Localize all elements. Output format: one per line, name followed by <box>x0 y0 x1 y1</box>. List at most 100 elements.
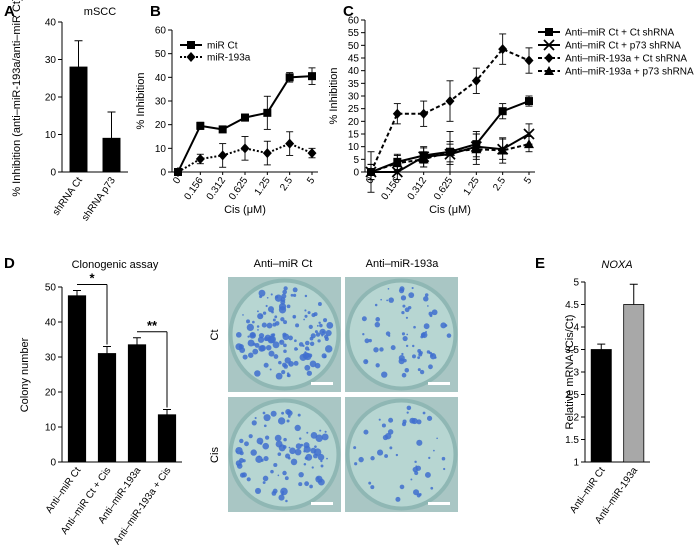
legend-label-C: Anti–miR Ct + Ct shRNA <box>565 28 675 39</box>
colony <box>305 453 313 461</box>
panel-letter-e: E <box>535 255 545 272</box>
bar-D-3 <box>157 414 177 463</box>
colony <box>294 424 301 432</box>
colony <box>303 442 310 449</box>
colony <box>278 494 285 501</box>
colony <box>395 453 399 457</box>
y-tick-label-C: 40 <box>348 66 360 77</box>
colony <box>416 439 423 446</box>
colony <box>278 360 282 365</box>
colony <box>251 420 257 426</box>
point-B-1 <box>307 148 317 159</box>
colony <box>283 286 288 291</box>
point-C-3 <box>392 158 403 168</box>
colony <box>304 294 308 298</box>
petri-dish <box>232 402 337 507</box>
bar-D-1 <box>97 353 117 463</box>
x-tick-label-C: 0.156 <box>379 175 403 202</box>
colony <box>430 486 434 490</box>
x-tick-label-B: 5 <box>305 175 317 186</box>
colony <box>290 458 298 466</box>
colony <box>311 466 314 469</box>
colony <box>263 336 269 342</box>
colony <box>412 354 416 359</box>
colony <box>263 414 271 422</box>
colony <box>239 472 246 478</box>
colony <box>326 321 334 329</box>
colony <box>404 307 410 313</box>
colony <box>412 466 418 473</box>
colony <box>236 463 243 469</box>
y-tick-label-C: 10 <box>348 142 360 153</box>
colony <box>317 453 325 461</box>
colony <box>441 456 446 461</box>
colony <box>313 453 318 459</box>
x-tick-label-C: 1.25 <box>462 175 482 198</box>
y-tick-label-B: 50 <box>155 49 167 60</box>
colony <box>422 411 426 415</box>
colony <box>239 347 246 354</box>
colony <box>402 304 406 308</box>
significance-label: ** <box>147 318 158 333</box>
colony <box>306 370 312 376</box>
colony <box>290 293 294 297</box>
y-tick-label-A: 40 <box>45 18 57 29</box>
colony <box>260 458 264 462</box>
bar-D-2 <box>127 344 147 463</box>
colony <box>321 433 329 441</box>
bar-D-0 <box>67 295 87 463</box>
colony <box>388 297 394 303</box>
colony <box>416 419 422 425</box>
colony <box>411 286 414 290</box>
legend-marker-C <box>544 66 554 75</box>
colony <box>283 437 287 442</box>
colony <box>263 455 269 462</box>
y-tick-label-C: 60 <box>348 16 360 27</box>
colony <box>368 481 372 485</box>
colony <box>248 434 253 439</box>
y-tick-label-D: 40 <box>45 318 57 329</box>
bar-E-0 <box>590 349 612 463</box>
colony <box>317 339 321 343</box>
legend-label-C: Anti–miR-193a + Ct shRNA <box>565 54 687 65</box>
colony <box>444 324 448 327</box>
chart-title-d: Clonogenic assay <box>72 259 159 271</box>
y-axis-label-d: Colony number <box>19 337 31 412</box>
colony <box>280 487 288 496</box>
colony <box>242 354 248 360</box>
x-tick-label-B: 1.25 <box>253 175 273 198</box>
colony <box>284 357 291 364</box>
colony <box>273 354 279 359</box>
colony <box>282 362 287 368</box>
colony <box>446 333 452 338</box>
y-tick-label-E: 4 <box>573 323 579 334</box>
colony <box>406 333 409 336</box>
colony <box>254 370 261 377</box>
colony <box>273 462 278 468</box>
chart-title-e: NOXA <box>601 259 632 271</box>
colony <box>386 299 389 302</box>
colony <box>370 485 375 490</box>
colony <box>390 345 396 351</box>
colony <box>431 309 438 316</box>
colony <box>354 462 358 466</box>
colony <box>363 359 369 365</box>
colony <box>304 364 311 371</box>
colony <box>262 411 266 415</box>
y-tick-label-B: 30 <box>155 97 167 108</box>
colony <box>292 293 297 298</box>
colony <box>239 438 244 444</box>
colony <box>310 432 318 439</box>
y-tick-label-C: 55 <box>348 28 360 39</box>
colony <box>308 324 313 330</box>
colony <box>294 448 302 456</box>
colony <box>319 323 323 328</box>
colony <box>287 373 291 378</box>
colony <box>258 345 265 352</box>
colony <box>323 355 327 359</box>
colony <box>285 499 288 503</box>
colony <box>246 477 251 482</box>
colony <box>433 449 435 452</box>
point-C-2 <box>471 75 481 86</box>
colony <box>373 347 379 353</box>
